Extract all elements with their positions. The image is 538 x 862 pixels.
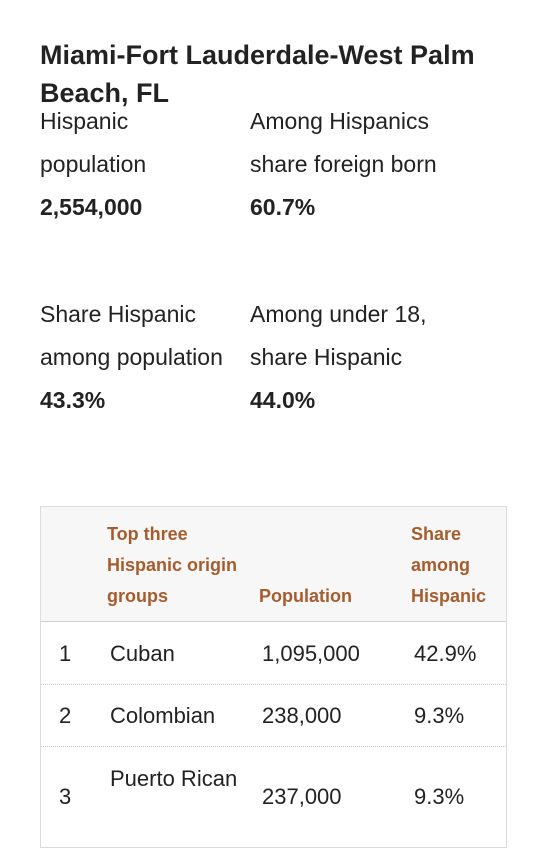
stat-value: 43.3% (40, 387, 106, 413)
table-row: 3 Puerto Rican 237,000 9.3% (41, 747, 506, 847)
share-cell: 9.3% (414, 703, 465, 728)
column-header-population: Population (259, 586, 352, 606)
share-cell: 9.3% (414, 784, 465, 809)
page-title: Miami-Fort Lauderdale-West Palm Beach, F… (40, 40, 475, 108)
population-cell: 238,000 (262, 703, 342, 728)
column-header-share: Share among Hispanic (411, 524, 487, 606)
stat-hispanic-population: Hispanic population 2,554,000 (40, 100, 235, 229)
table-row: 1 Cuban 1,095,000 42.9% (41, 622, 506, 685)
stat-foreign-born: Among Hispanics share foreign born 60.7% (250, 100, 480, 229)
stat-value: 44.0% (250, 387, 316, 413)
stat-label: Share Hispanic among population (40, 301, 223, 370)
stat-label: Hispanic population (40, 108, 147, 177)
share-cell: 42.9% (414, 641, 477, 666)
population-cell: 237,000 (262, 784, 342, 809)
population-cell: 1,095,000 (262, 641, 360, 666)
column-header-origin: Top three Hispanic origin groups (107, 524, 238, 606)
rank-cell: 1 (59, 641, 72, 666)
origin-groups-table: Top three Hispanic origin groups Populat… (40, 506, 507, 848)
origin-cell: Puerto Rican (110, 766, 238, 791)
stat-share-hispanic: Share Hispanic among population 43.3% (40, 293, 235, 422)
rank-cell: 2 (59, 703, 72, 728)
stat-value: 2,554,000 (40, 194, 143, 220)
origin-cell: Colombian (110, 703, 216, 728)
origin-cell: Cuban (110, 641, 175, 666)
stat-value: 60.7% (250, 194, 316, 220)
table-row: 2 Colombian 238,000 9.3% (41, 685, 506, 747)
stat-label: Among Hispanics share foreign born (250, 108, 437, 177)
table-header: Top three Hispanic origin groups Populat… (41, 507, 506, 622)
stat-label: Among under 18, share Hispanic (250, 301, 427, 370)
rank-cell: 3 (59, 784, 72, 809)
stat-under-18: Among under 18, share Hispanic 44.0% (250, 293, 480, 422)
